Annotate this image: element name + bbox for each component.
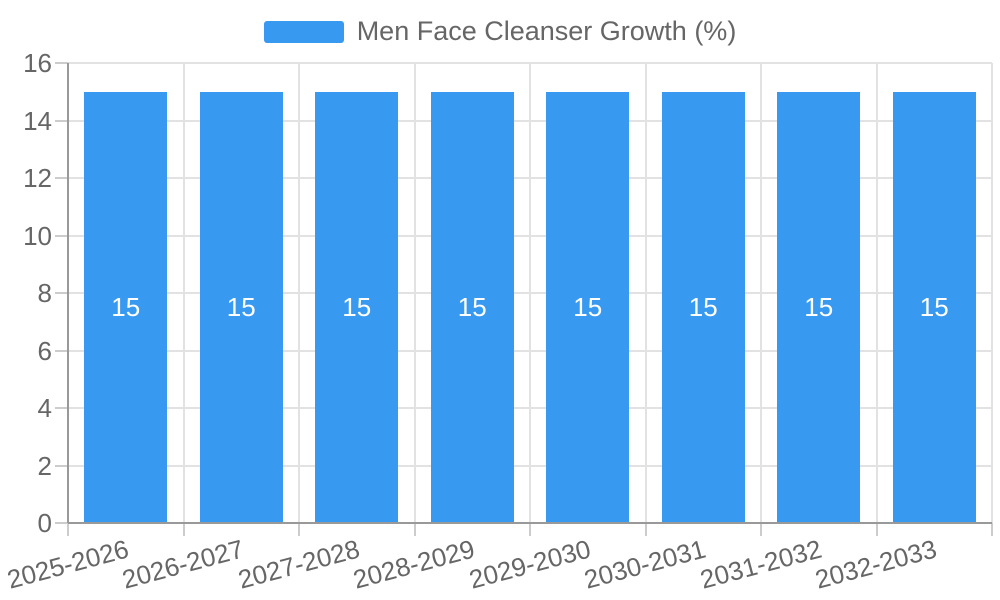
x-axis-tick: [67, 523, 69, 536]
gridline-vertical: [182, 63, 185, 523]
x-axis-tick-label: 2029-2030: [465, 533, 594, 595]
bar-2032-2033[interactable]: 15: [892, 91, 976, 523]
bar-2027-2028[interactable]: 15: [315, 91, 399, 523]
x-axis-tick: [413, 523, 416, 536]
legend-label: Men Face Cleanser Growth (%): [356, 16, 737, 46]
x-axis-tick-label: 2031-2032: [696, 533, 825, 595]
plot-area: 0 2 4 6 8 10 12 14 16 15 2025-2026 15 2026-2027 15 202…: [4, 48, 993, 595]
x-axis-tick-label: 2028-2029: [350, 533, 479, 595]
bar-value-label: 15: [457, 291, 487, 322]
y-axis-tick: [55, 177, 68, 179]
x-axis-tick: [644, 523, 647, 536]
x-axis-tick-label: 2032-2033: [812, 533, 941, 595]
legend-item[interactable]: Men Face Cleanser Growth (%): [0, 16, 1000, 47]
bar-value-label: 15: [919, 291, 949, 322]
gridline-vertical: [298, 63, 300, 523]
x-axis-tick: [298, 523, 300, 536]
y-axis-tick: [55, 292, 68, 294]
bar-value-label: 15: [342, 291, 372, 322]
bar-value-label: 15: [226, 291, 256, 322]
bar-2031-2032[interactable]: 15: [777, 91, 861, 523]
y-axis-tick: [55, 522, 68, 524]
gridline-vertical: [413, 63, 416, 523]
y-axis-tick-label: 0: [37, 508, 52, 538]
y-axis-tick-label: 12: [23, 163, 52, 193]
legend-swatch: [263, 20, 344, 43]
y-axis-tick: [55, 234, 68, 237]
y-axis-tick-label: 6: [37, 335, 52, 366]
y-axis-tick-label: 2: [37, 450, 52, 481]
bar-value-label: 15: [804, 291, 834, 322]
bar-2026-2027[interactable]: 15: [199, 91, 283, 523]
bar-value-label: 15: [688, 291, 718, 322]
x-axis-tick-label: 2026-2027: [119, 533, 248, 595]
y-axis-tick-label: 8: [37, 278, 52, 308]
gridline-vertical: [991, 63, 993, 523]
x-axis-tick: [182, 523, 185, 536]
gridline-vertical: [529, 63, 531, 523]
bar-2030-2031[interactable]: 15: [661, 91, 745, 523]
y-axis-tick: [55, 349, 68, 352]
gridline-vertical: [644, 63, 647, 523]
y-axis-tick-label: 14: [23, 105, 52, 136]
gridline-vertical: [760, 63, 762, 523]
y-axis-tick: [55, 119, 68, 122]
bar-value-label: 15: [111, 291, 141, 322]
gridline-vertical: [875, 63, 878, 523]
bar-2025-2026[interactable]: 15: [84, 91, 168, 523]
x-axis-line: [68, 522, 992, 524]
y-axis-tick: [55, 407, 68, 409]
x-axis-tick-label: 2025-2026: [3, 533, 132, 595]
bar-2029-2030[interactable]: 15: [546, 91, 630, 523]
bar-value-label: 15: [573, 291, 603, 322]
y-axis-tick-label: 16: [23, 48, 52, 78]
x-axis-tick-label: 2027-2028: [234, 533, 363, 595]
y-axis-tick-label: 4: [37, 393, 52, 423]
x-axis-tick-label: 2030-2031: [581, 533, 710, 595]
x-axis-tick: [529, 523, 531, 536]
x-axis-tick: [991, 523, 993, 536]
y-axis-line: [67, 63, 69, 523]
x-axis-tick: [760, 523, 762, 536]
y-axis-tick-label: 10: [23, 220, 52, 251]
y-axis-tick: [55, 62, 68, 64]
x-axis-tick: [875, 523, 878, 536]
bar-2028-2029[interactable]: 15: [430, 91, 514, 523]
y-axis-tick: [55, 464, 68, 467]
